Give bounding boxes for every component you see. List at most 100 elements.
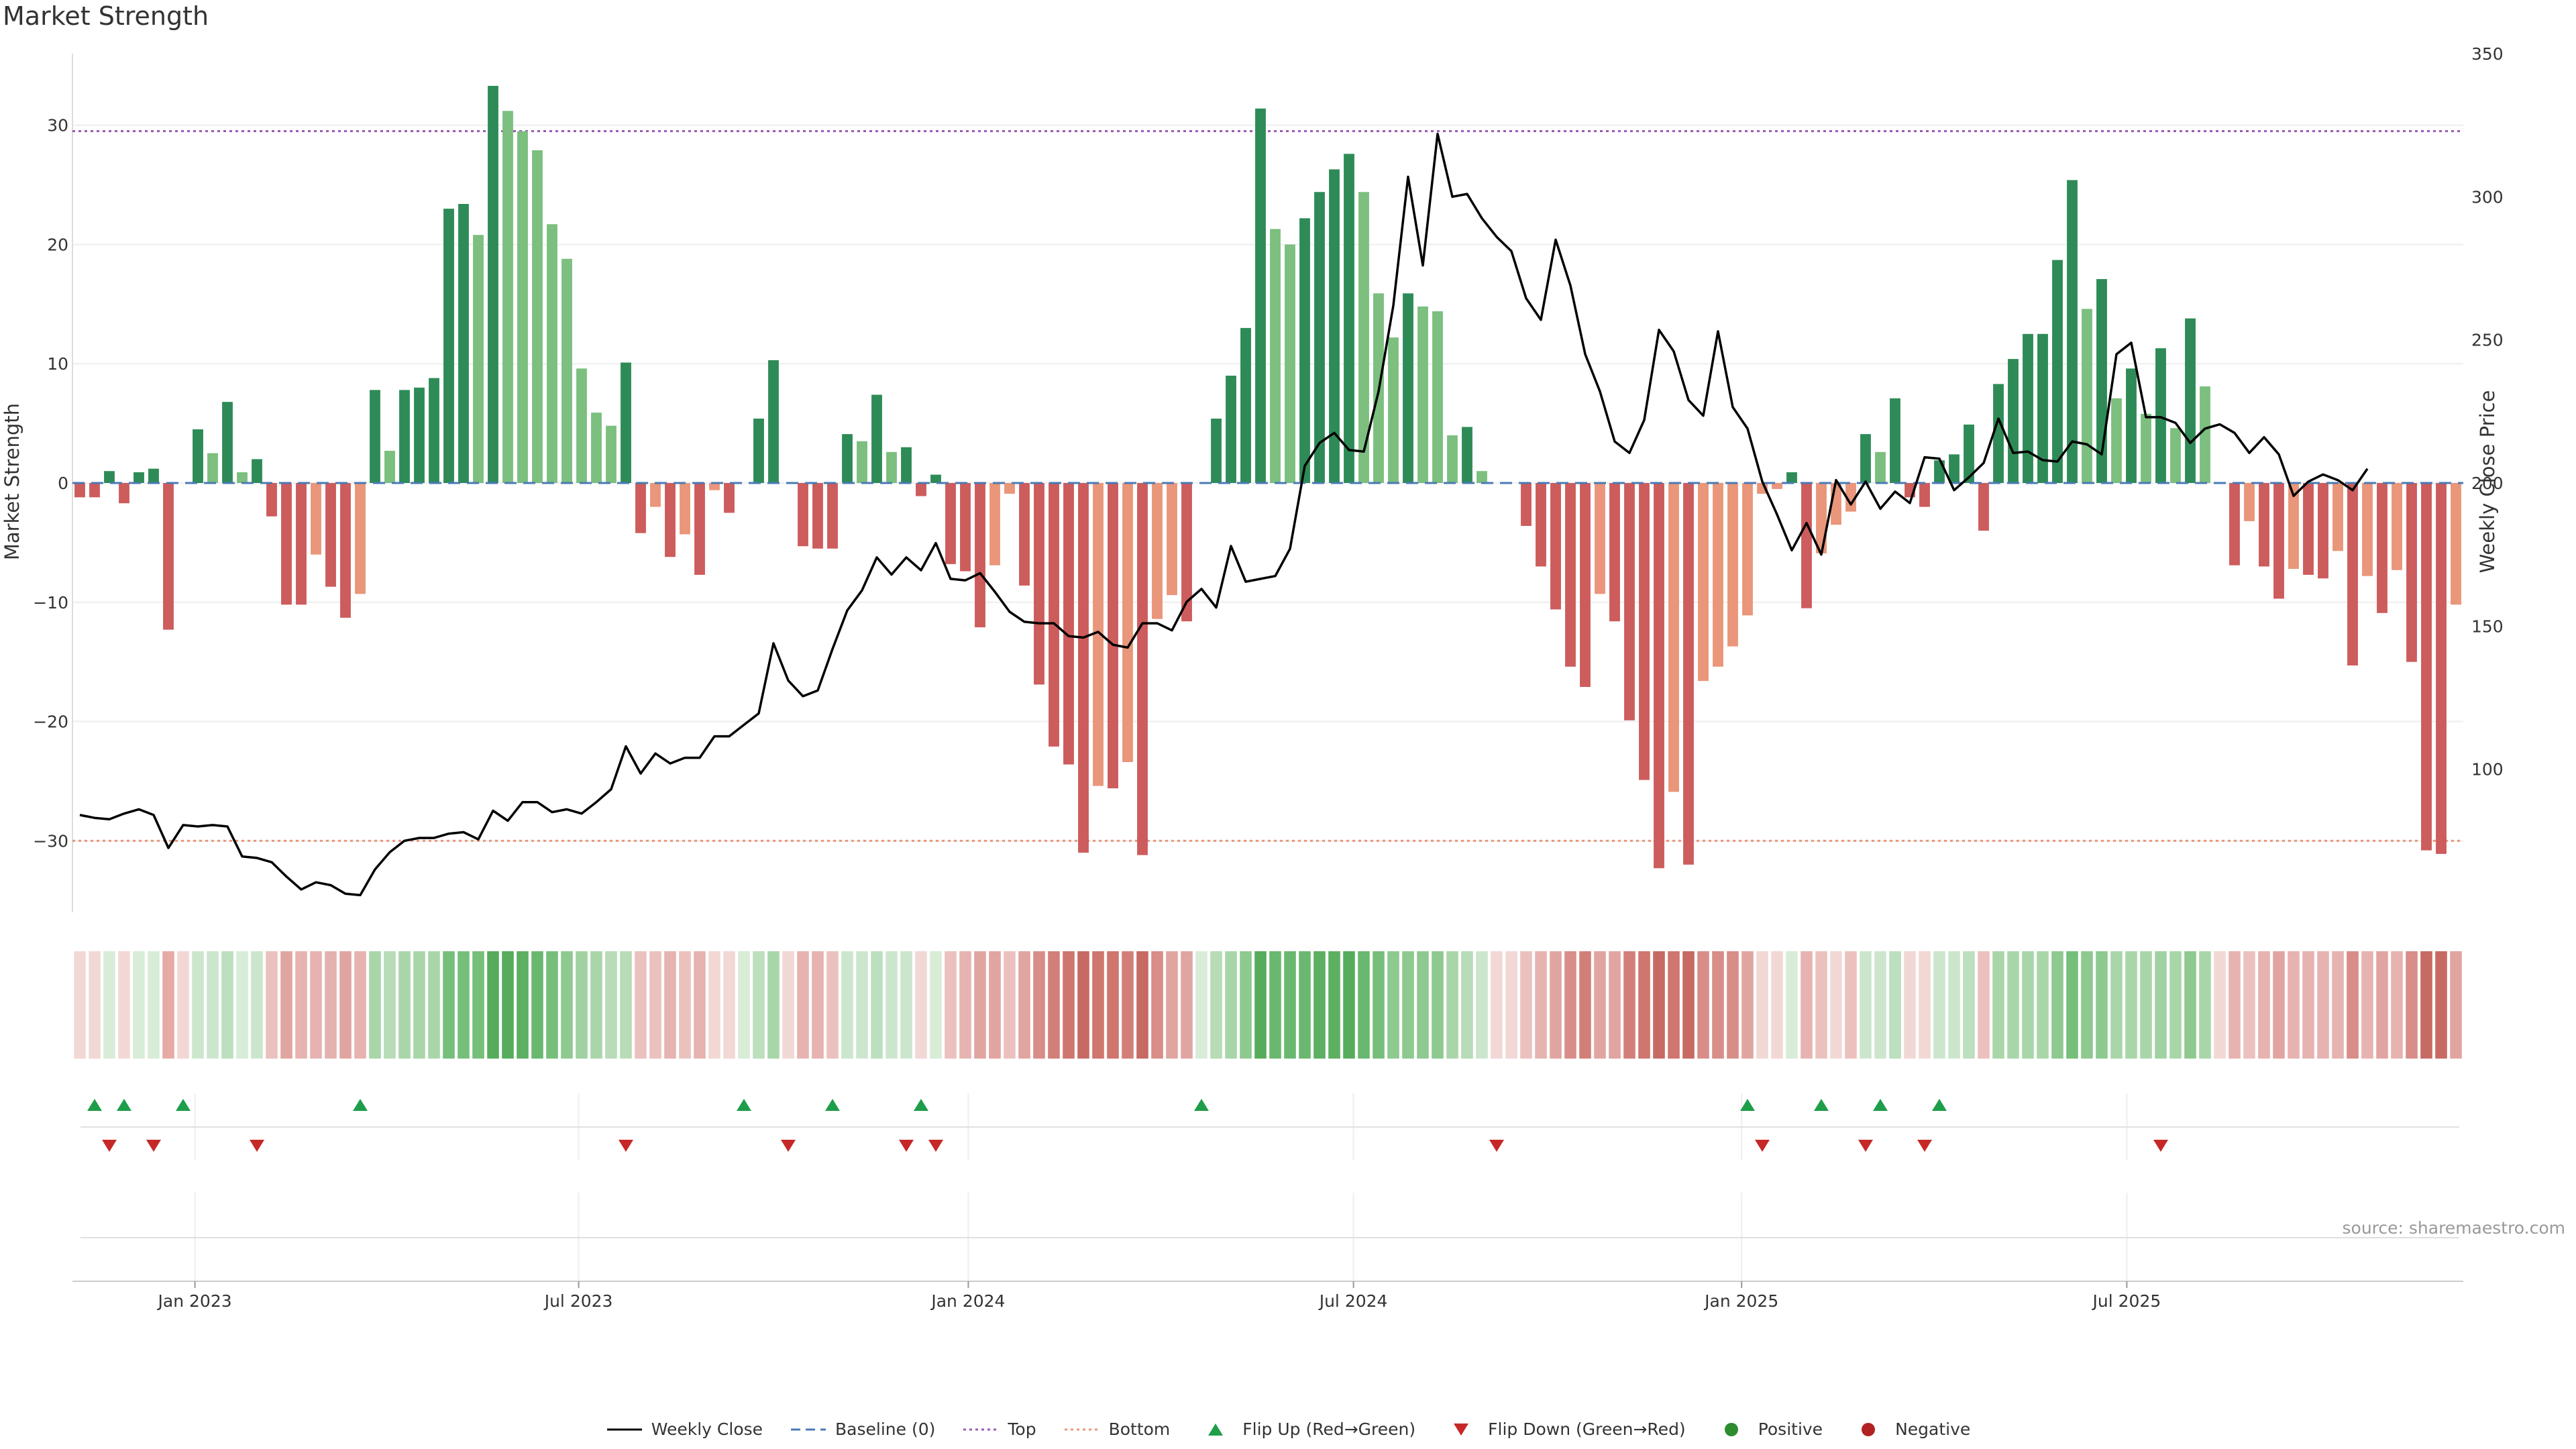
strength-bar	[768, 360, 779, 483]
legend-label: Bottom	[1108, 1419, 1171, 1439]
heat-cell	[1269, 951, 1281, 1059]
heat-cell	[1299, 951, 1311, 1059]
strength-bar	[266, 483, 277, 517]
heat-cell	[1373, 951, 1385, 1059]
flip-down-marker	[1858, 1140, 1873, 1152]
heat-cell	[1697, 951, 1709, 1059]
legend-swatch-icon	[606, 1428, 642, 1430]
strength-bar	[2362, 483, 2373, 576]
flip-down-marker	[619, 1140, 633, 1152]
strength-bar	[1536, 483, 1546, 567]
flip-down-marker	[899, 1140, 914, 1152]
heat-cell	[797, 951, 809, 1059]
heat-cell	[871, 951, 883, 1059]
strength-bar	[930, 474, 941, 483]
strength-bar	[2303, 483, 2314, 575]
x-tick-label: Jul 2025	[2092, 1291, 2161, 1311]
weekly-close-line	[79, 132, 2369, 897]
heat-cell	[1564, 951, 1576, 1059]
chart-legend: Weekly Close Baseline (0) Top Bottom Flip Up…	[0, 1419, 2576, 1439]
heat-cell	[1830, 951, 1842, 1059]
heat-cell	[620, 951, 632, 1059]
heat-cell	[2229, 951, 2241, 1059]
x-tick-label: Jan 2023	[157, 1291, 232, 1311]
legend-label: Weekly Close	[651, 1419, 763, 1439]
strength-bar	[1344, 154, 1354, 484]
strength-bar	[2273, 483, 2284, 599]
heat-cell	[1505, 951, 1517, 1059]
strength-bar	[901, 447, 912, 483]
strength-bar	[2318, 483, 2328, 579]
legend-swatch-icon	[963, 1428, 999, 1430]
strength-bar	[2288, 483, 2299, 569]
heat-cell	[812, 951, 824, 1059]
heat-cell	[546, 951, 558, 1059]
heat-cell	[1048, 951, 1060, 1059]
strength-bar	[532, 150, 543, 483]
heat-cell	[2450, 951, 2462, 1059]
heat-cell	[1978, 951, 1990, 1059]
heat-cell	[2051, 951, 2063, 1059]
heat-cell	[1609, 951, 1621, 1059]
heat-cell	[2096, 951, 2108, 1059]
strength-bar	[1949, 454, 1960, 483]
strength-bar	[2185, 318, 2196, 483]
heat-cell	[1417, 951, 1429, 1059]
strength-bar	[812, 483, 823, 549]
heat-cell	[2007, 951, 2019, 1059]
strength-bar	[857, 441, 867, 483]
heat-cell	[1166, 951, 1178, 1059]
strength-bar	[827, 483, 838, 549]
strength-bar	[2037, 333, 2048, 483]
strength-bar	[945, 483, 956, 564]
heat-cell	[2140, 951, 2152, 1059]
strength-bar	[916, 483, 926, 496]
x-tick-label: Jan 2025	[1703, 1291, 1778, 1311]
heat-cell	[1446, 951, 1458, 1059]
legend-label: Negative	[1895, 1419, 1971, 1439]
strength-bar	[561, 258, 572, 483]
heat-cell	[2081, 951, 2093, 1059]
strength-bar	[325, 483, 336, 587]
heat-cell	[1741, 951, 1754, 1059]
heat-cell	[517, 951, 529, 1059]
strength-bar	[1049, 483, 1059, 747]
heat-cell	[162, 951, 174, 1059]
strength-bar	[1550, 483, 1561, 610]
heat-cell	[89, 951, 101, 1059]
strength-bar	[635, 483, 646, 533]
heat-cell	[458, 951, 470, 1059]
strength-bar	[1727, 483, 1738, 647]
x-tick-label: Jan 2024	[930, 1291, 1005, 1311]
strength-bar	[724, 483, 735, 513]
strength-bar	[1388, 337, 1399, 483]
strength-bar	[370, 390, 380, 483]
flip-down-marker	[1917, 1140, 1932, 1152]
strength-bar	[443, 209, 454, 483]
strength-bar	[2406, 483, 2417, 662]
y-tick-label: −30	[33, 831, 68, 851]
heat-cell	[1682, 951, 1695, 1059]
heat-cell	[2332, 951, 2344, 1059]
heat-cell	[900, 951, 912, 1059]
strength-bar	[1432, 311, 1443, 483]
strength-bar	[237, 472, 248, 483]
strength-bar	[886, 451, 897, 483]
strength-bar	[1683, 483, 1694, 865]
heat-cell	[1122, 951, 1134, 1059]
heat-cell	[1313, 951, 1326, 1059]
heat-cell	[1594, 951, 1606, 1059]
legend-swatch-icon	[1862, 1422, 1876, 1436]
strength-bar	[591, 413, 602, 483]
strength-bar	[2436, 483, 2447, 854]
heat-cell	[1476, 951, 1488, 1059]
heat-cell	[74, 951, 86, 1059]
heat-cell	[1077, 951, 1089, 1059]
heat-cell	[2258, 951, 2270, 1059]
strength-bar	[547, 224, 557, 483]
heat-cell	[2214, 951, 2226, 1059]
strength-bar	[2111, 398, 2122, 483]
strength-bar	[1403, 293, 1413, 483]
strength-bar	[753, 419, 764, 483]
